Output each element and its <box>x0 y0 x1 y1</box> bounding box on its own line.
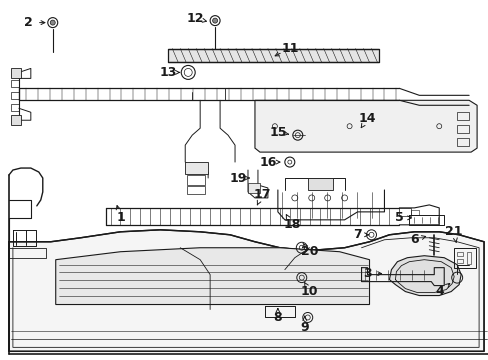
Bar <box>307 178 332 190</box>
Text: 18: 18 <box>283 218 300 231</box>
Text: 1: 1 <box>116 211 124 224</box>
Bar <box>466 252 470 264</box>
Bar <box>187 175 205 185</box>
Bar <box>453 248 475 268</box>
Bar <box>185 162 208 174</box>
Bar <box>456 259 462 263</box>
Text: 15: 15 <box>268 126 286 139</box>
Bar <box>399 208 410 216</box>
Bar <box>11 104 19 111</box>
Bar <box>11 92 19 99</box>
Text: 5: 5 <box>394 211 403 224</box>
Text: 2: 2 <box>24 16 33 29</box>
Text: 11: 11 <box>281 42 298 55</box>
Polygon shape <box>254 100 476 152</box>
Text: 9: 9 <box>300 321 308 334</box>
Text: 7: 7 <box>352 228 361 241</box>
Bar <box>11 68 21 78</box>
Polygon shape <box>168 49 379 62</box>
Bar <box>11 80 19 87</box>
Text: 17: 17 <box>253 188 270 202</box>
Text: 4: 4 <box>435 285 444 298</box>
Bar <box>456 112 468 120</box>
Bar <box>456 125 468 133</box>
Text: 14: 14 <box>358 112 375 125</box>
Text: 20: 20 <box>301 245 318 258</box>
Bar <box>410 210 419 215</box>
Text: 19: 19 <box>229 171 246 185</box>
Text: 10: 10 <box>301 285 318 298</box>
Bar <box>456 138 468 146</box>
Bar <box>11 115 21 125</box>
Bar <box>456 252 462 256</box>
Bar <box>247 183 260 193</box>
Circle shape <box>212 18 217 23</box>
Text: 16: 16 <box>259 156 276 168</box>
Text: 12: 12 <box>186 12 203 25</box>
Text: 13: 13 <box>159 66 177 79</box>
Polygon shape <box>56 248 369 305</box>
Text: 3: 3 <box>363 267 371 280</box>
Bar <box>187 186 205 194</box>
Circle shape <box>50 20 55 25</box>
Polygon shape <box>388 256 460 296</box>
Polygon shape <box>9 230 483 351</box>
Text: 8: 8 <box>273 311 282 324</box>
Text: 21: 21 <box>445 225 462 238</box>
Text: 6: 6 <box>409 233 418 246</box>
